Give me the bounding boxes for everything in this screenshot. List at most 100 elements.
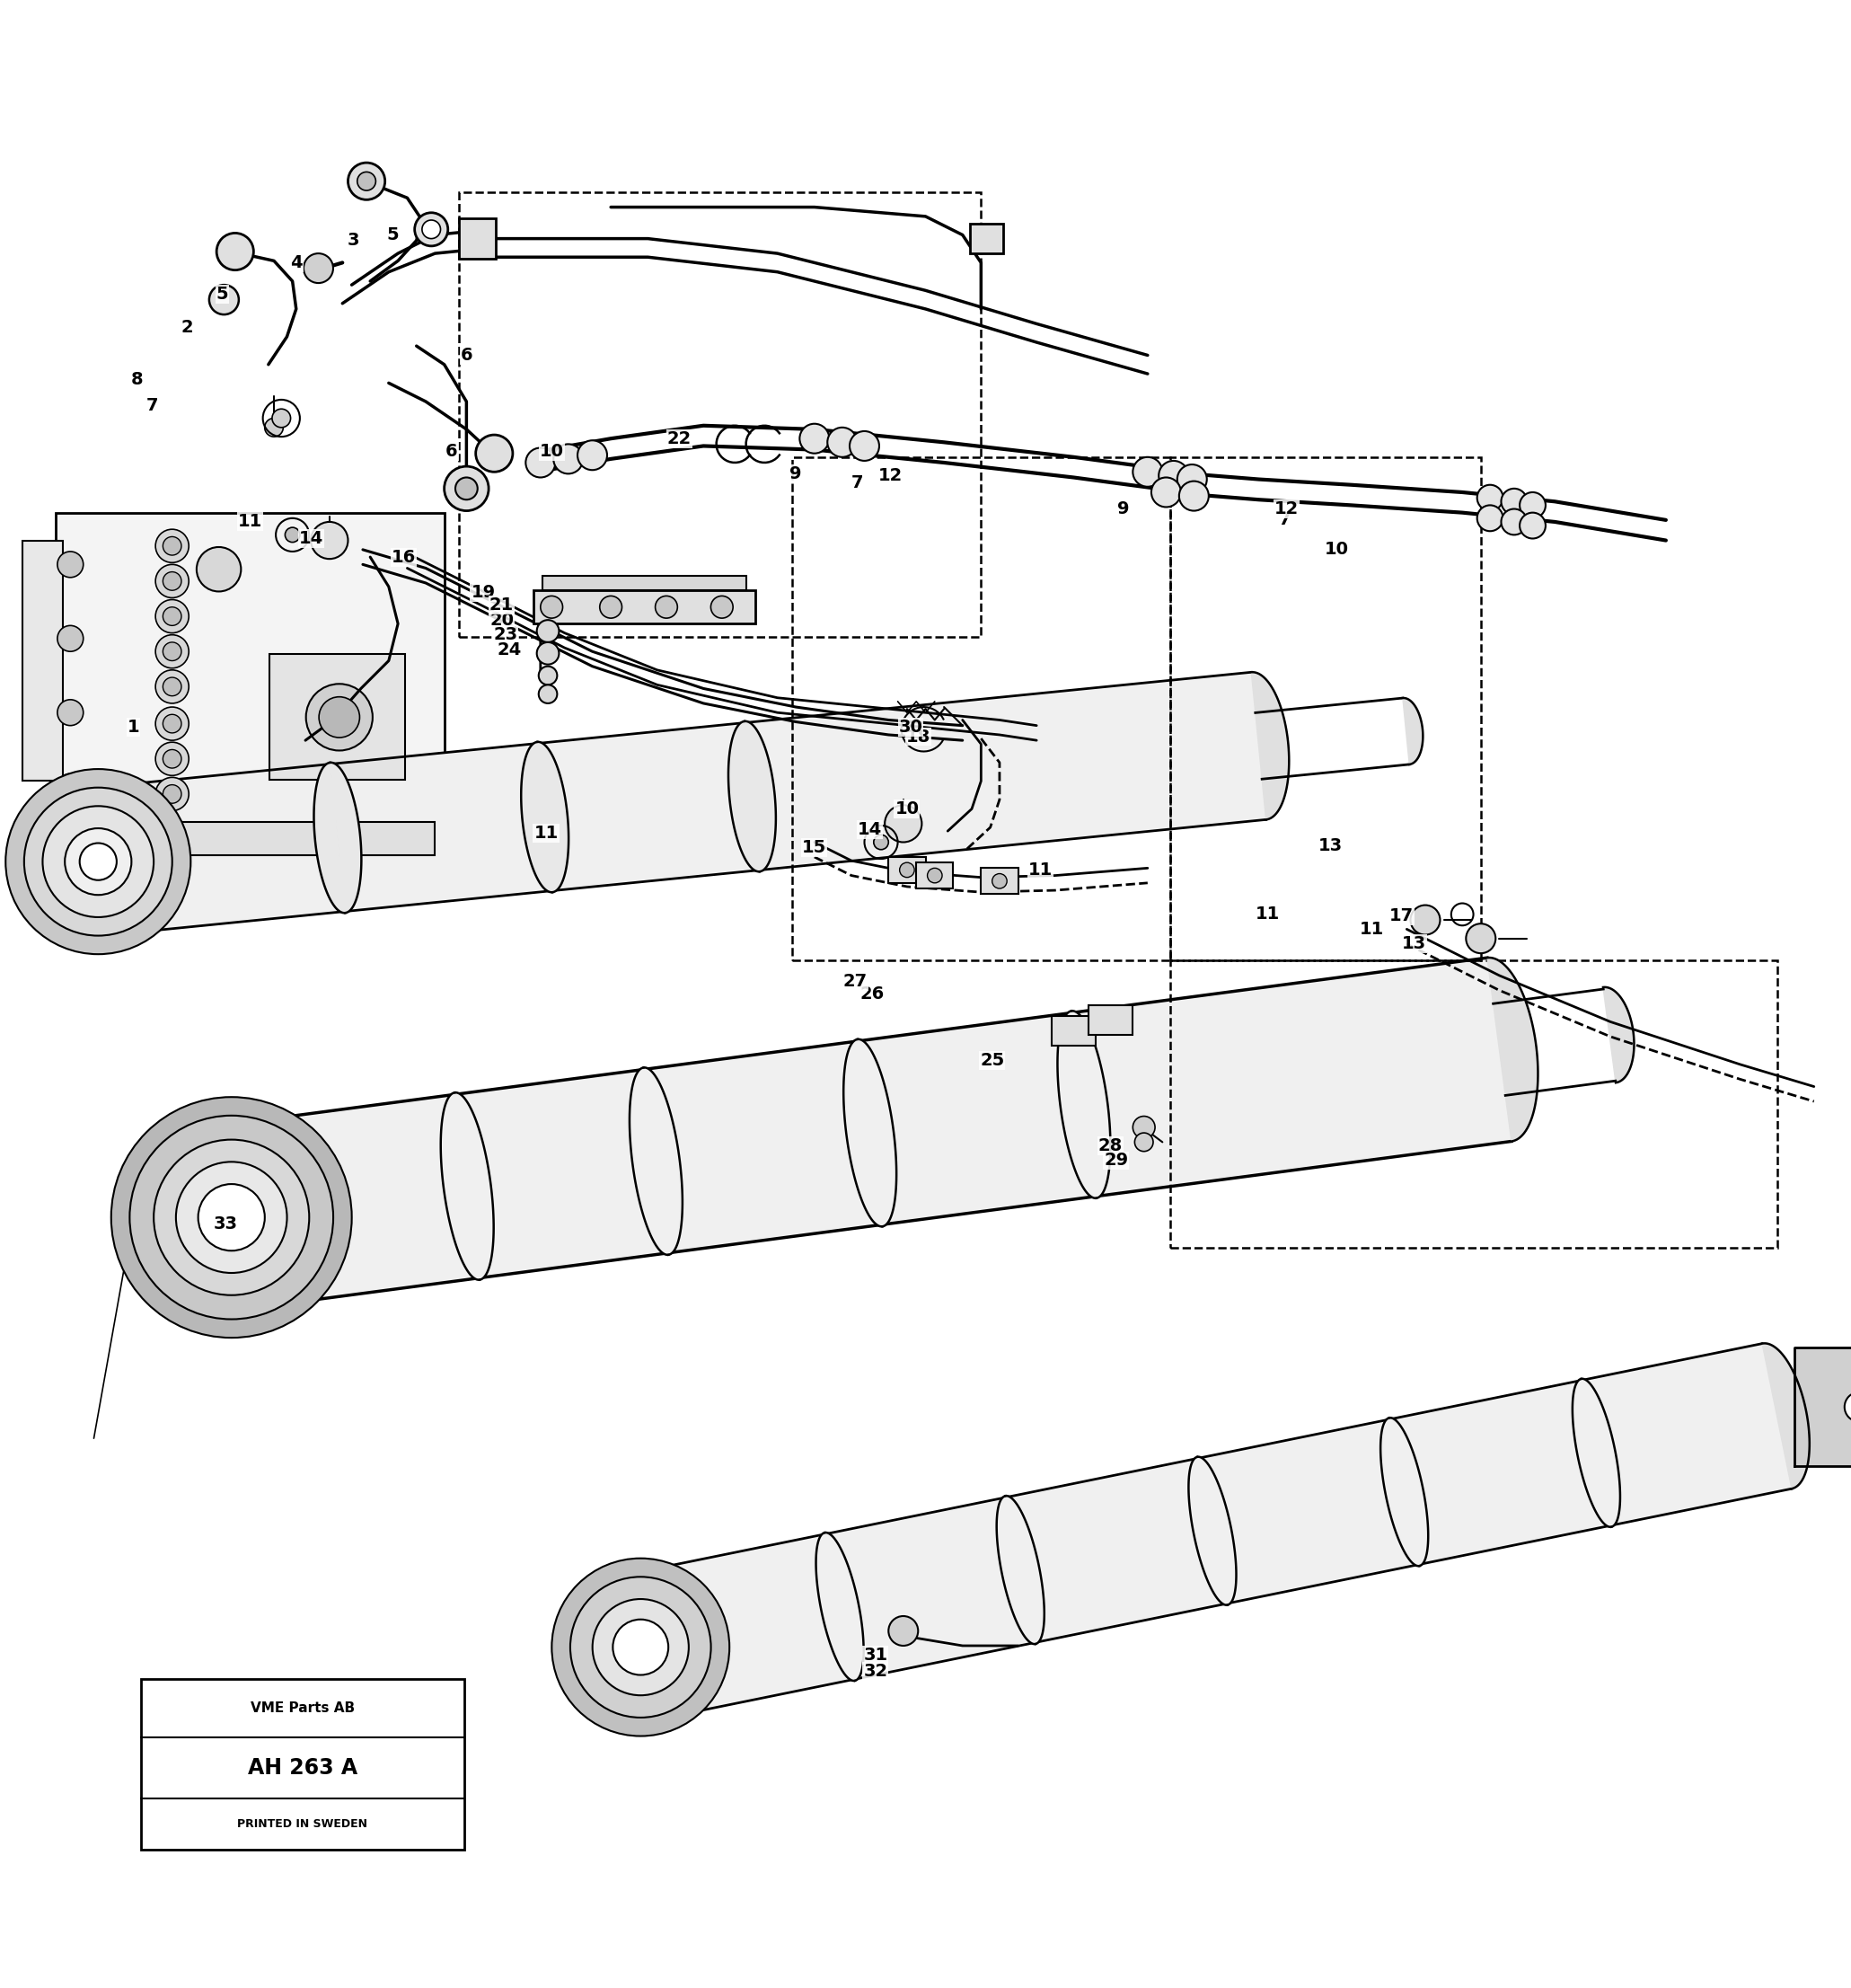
Text: 13: 13 <box>1318 837 1344 855</box>
Circle shape <box>196 547 241 592</box>
Text: 7: 7 <box>851 475 863 491</box>
Circle shape <box>348 163 385 199</box>
Circle shape <box>57 626 83 652</box>
Text: 5: 5 <box>217 286 228 302</box>
Circle shape <box>539 684 557 704</box>
Circle shape <box>265 417 283 437</box>
Circle shape <box>163 537 181 555</box>
Bar <box>1170 960 1777 1248</box>
Polygon shape <box>1072 1010 1111 1199</box>
Text: 9: 9 <box>790 465 801 483</box>
Text: 6: 6 <box>446 443 457 459</box>
Circle shape <box>613 1620 668 1676</box>
Circle shape <box>272 410 291 427</box>
Circle shape <box>80 843 117 881</box>
Circle shape <box>415 213 448 247</box>
Polygon shape <box>455 1093 494 1280</box>
Polygon shape <box>1486 958 1538 1141</box>
Circle shape <box>874 835 888 849</box>
Polygon shape <box>644 1068 683 1254</box>
Bar <box>270 654 405 779</box>
Text: 8: 8 <box>131 372 143 388</box>
Text: 3: 3 <box>348 233 359 248</box>
Circle shape <box>57 700 83 726</box>
Polygon shape <box>1403 698 1423 763</box>
Circle shape <box>155 670 189 704</box>
Circle shape <box>155 600 189 632</box>
Circle shape <box>155 708 189 740</box>
Circle shape <box>600 596 622 618</box>
Circle shape <box>155 565 189 598</box>
Circle shape <box>6 769 191 954</box>
Bar <box>141 1680 465 1849</box>
Circle shape <box>540 596 563 618</box>
Circle shape <box>578 441 607 469</box>
Circle shape <box>1133 457 1162 487</box>
Polygon shape <box>70 787 115 934</box>
Circle shape <box>1520 493 1546 519</box>
Text: 4: 4 <box>291 254 302 270</box>
Text: 10: 10 <box>1323 541 1349 559</box>
Bar <box>22 541 63 781</box>
Text: 25: 25 <box>979 1052 1005 1070</box>
Circle shape <box>1466 924 1496 954</box>
Text: 2: 2 <box>181 318 193 336</box>
Circle shape <box>163 678 181 696</box>
Circle shape <box>318 698 359 738</box>
Text: 26: 26 <box>859 986 885 1002</box>
Polygon shape <box>744 722 776 871</box>
Polygon shape <box>996 1495 1035 1644</box>
Circle shape <box>163 785 181 803</box>
Polygon shape <box>329 763 361 912</box>
Text: 30: 30 <box>898 720 924 736</box>
Polygon shape <box>1251 672 1288 819</box>
Circle shape <box>163 573 181 590</box>
Circle shape <box>1477 485 1503 511</box>
Polygon shape <box>315 763 344 912</box>
Circle shape <box>553 443 583 473</box>
Circle shape <box>217 233 254 270</box>
Text: 11: 11 <box>1255 907 1281 922</box>
Circle shape <box>1179 481 1209 511</box>
Polygon shape <box>609 1573 663 1720</box>
Text: 16: 16 <box>391 549 416 567</box>
Circle shape <box>155 777 189 811</box>
Circle shape <box>885 805 922 843</box>
Circle shape <box>655 596 677 618</box>
Circle shape <box>285 527 300 543</box>
Text: 12: 12 <box>1273 501 1299 517</box>
Text: 19: 19 <box>470 584 496 600</box>
Bar <box>1051 1016 1096 1046</box>
Circle shape <box>927 869 942 883</box>
Text: 18: 18 <box>905 728 931 746</box>
Bar <box>981 869 1018 895</box>
Circle shape <box>163 749 181 767</box>
Circle shape <box>163 714 181 734</box>
Text: 1: 1 <box>128 720 139 736</box>
Text: 10: 10 <box>539 443 565 459</box>
Circle shape <box>1151 477 1181 507</box>
Text: 21: 21 <box>489 596 515 614</box>
Circle shape <box>992 873 1007 889</box>
Circle shape <box>476 435 513 471</box>
Polygon shape <box>857 1040 896 1227</box>
Polygon shape <box>522 742 552 893</box>
Circle shape <box>57 773 83 799</box>
Circle shape <box>155 742 189 775</box>
Text: 7: 7 <box>146 398 157 414</box>
Bar <box>459 219 496 258</box>
Circle shape <box>888 1616 918 1646</box>
Circle shape <box>57 551 83 577</box>
Circle shape <box>111 1097 352 1338</box>
Text: 13: 13 <box>1401 936 1427 952</box>
Circle shape <box>422 221 441 239</box>
Polygon shape <box>1762 1344 1810 1489</box>
Bar <box>1088 1006 1133 1034</box>
Circle shape <box>305 684 372 751</box>
Bar <box>888 857 926 883</box>
Polygon shape <box>816 1533 855 1680</box>
Polygon shape <box>100 672 1266 934</box>
Polygon shape <box>1381 1417 1420 1567</box>
Bar <box>65 821 435 855</box>
Circle shape <box>800 423 829 453</box>
